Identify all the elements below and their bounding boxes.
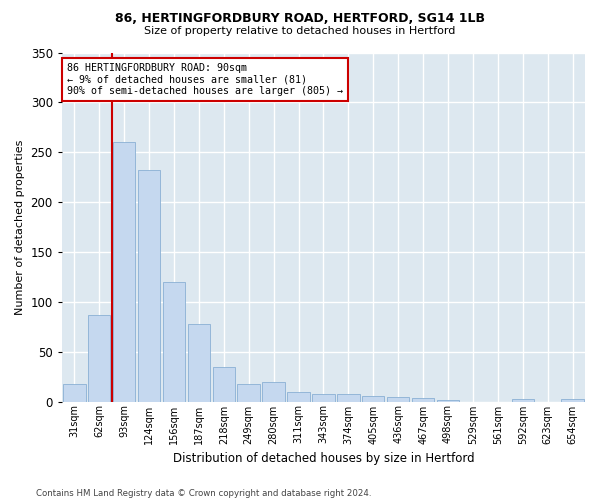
- Text: 86, HERTINGFORDBURY ROAD, HERTFORD, SG14 1LB: 86, HERTINGFORDBURY ROAD, HERTFORD, SG14…: [115, 12, 485, 26]
- Bar: [88, 315, 110, 402]
- Bar: [262, 382, 285, 402]
- Bar: [138, 170, 160, 402]
- Bar: [287, 392, 310, 402]
- X-axis label: Distribution of detached houses by size in Hertford: Distribution of detached houses by size …: [173, 452, 474, 465]
- Text: Size of property relative to detached houses in Hertford: Size of property relative to detached ho…: [145, 26, 455, 36]
- Bar: [163, 282, 185, 402]
- Bar: [113, 142, 136, 402]
- Text: Contains HM Land Registry data © Crown copyright and database right 2024.: Contains HM Land Registry data © Crown c…: [36, 488, 371, 498]
- Bar: [238, 384, 260, 402]
- Y-axis label: Number of detached properties: Number of detached properties: [15, 140, 25, 314]
- Bar: [312, 394, 335, 402]
- Bar: [437, 400, 459, 402]
- Bar: [63, 384, 86, 402]
- Bar: [562, 398, 584, 402]
- Bar: [362, 396, 385, 402]
- Text: 86 HERTINGFORDBURY ROAD: 90sqm
← 9% of detached houses are smaller (81)
90% of s: 86 HERTINGFORDBURY ROAD: 90sqm ← 9% of d…: [67, 63, 343, 96]
- Bar: [412, 398, 434, 402]
- Bar: [212, 366, 235, 402]
- Bar: [387, 396, 409, 402]
- Bar: [188, 324, 210, 402]
- Bar: [337, 394, 359, 402]
- Bar: [512, 398, 534, 402]
